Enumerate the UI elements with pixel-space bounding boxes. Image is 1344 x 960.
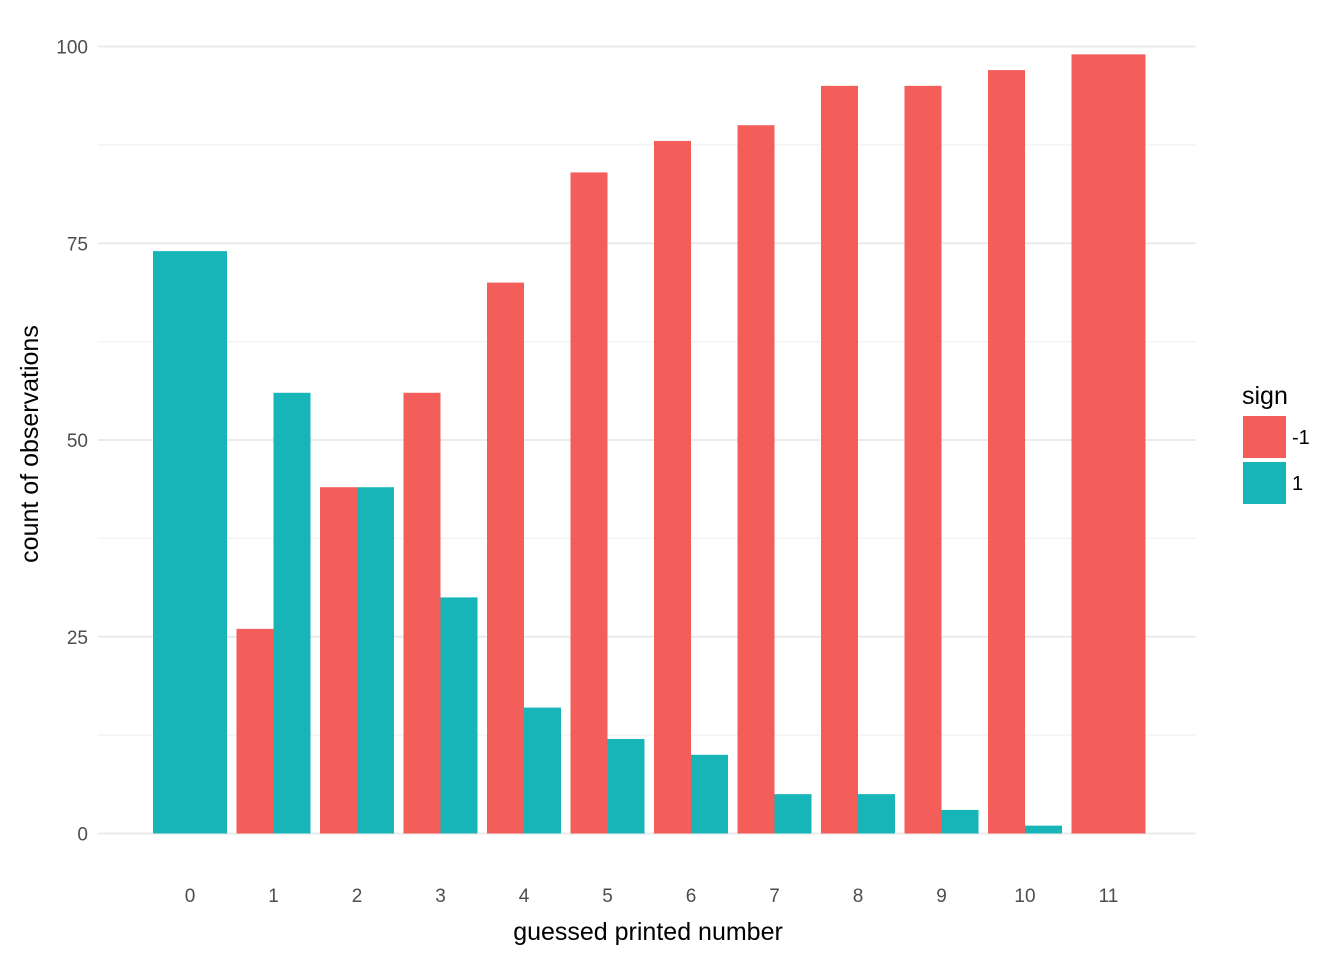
x-tick-label: 9 — [936, 886, 947, 907]
bar-series-1-cat-2 — [357, 487, 394, 834]
bar-series--1-cat-6 — [654, 140, 691, 834]
bar-series--1-cat-5 — [570, 172, 608, 834]
bar-series--1-cat-7 — [737, 125, 775, 834]
x-tick-labels: 0 1 2 3 4 5 6 7 8 9 10 11 — [185, 886, 1119, 907]
bar-series-1-cat-10 — [1025, 825, 1062, 834]
bar-series-1-cat-0 — [153, 251, 227, 834]
bar-series--1-cat-1 — [236, 628, 274, 834]
x-tick-label: 5 — [602, 886, 613, 907]
x-tick-label: 7 — [769, 886, 780, 907]
bar-series-1-cat-9 — [941, 809, 979, 834]
x-tick-label: 3 — [435, 886, 446, 907]
x-tick-label: 4 — [519, 886, 530, 907]
y-axis-title: count of observations — [16, 325, 44, 563]
bar-series-1-cat-4 — [524, 707, 561, 834]
x-tick-label: 11 — [1099, 886, 1119, 907]
x-axis-title: guessed printed number — [513, 918, 783, 946]
y-tick-label: 75 — [67, 234, 88, 255]
y-tick-label: 100 — [56, 38, 88, 59]
x-tick-label: 6 — [686, 886, 697, 907]
legend-key — [1243, 416, 1286, 458]
bar-series-1-cat-3 — [440, 597, 478, 834]
legend-key — [1243, 462, 1286, 504]
legend: sign -1 1 — [1242, 382, 1310, 504]
bar-series--1-cat-11 — [1071, 54, 1146, 834]
bar-series--1-cat-9 — [904, 85, 942, 834]
bar-series--1-cat-3 — [403, 392, 441, 834]
legend-label: 1 — [1292, 473, 1303, 495]
bar-series-1-cat-8 — [858, 794, 895, 834]
legend-label: -1 — [1292, 427, 1310, 449]
y-tick-label: 25 — [67, 628, 88, 649]
bar-series-1-cat-6 — [691, 754, 728, 834]
x-tick-label: 1 — [268, 886, 279, 907]
x-tick-label: 0 — [185, 886, 196, 907]
bar-series--1-cat-8 — [821, 85, 858, 834]
bar-series--1-cat-10 — [988, 70, 1025, 834]
bar-series--1-cat-4 — [487, 282, 524, 834]
x-tick-label: 2 — [352, 886, 363, 907]
bars — [153, 54, 1146, 834]
legend-items: -1 1 — [1243, 416, 1310, 504]
bar-series-1-cat-1 — [273, 392, 311, 834]
bar-series-1-cat-7 — [774, 794, 812, 834]
x-tick-label: 10 — [1014, 886, 1035, 907]
y-tick-label: 0 — [77, 825, 88, 846]
bar-series-1-cat-5 — [607, 739, 645, 834]
legend-title: sign — [1242, 382, 1288, 410]
y-tick-labels: 0 25 50 75 100 — [56, 38, 88, 846]
x-tick-label: 8 — [853, 886, 864, 907]
y-tick-label: 50 — [67, 431, 88, 452]
bar-series--1-cat-2 — [320, 487, 357, 834]
